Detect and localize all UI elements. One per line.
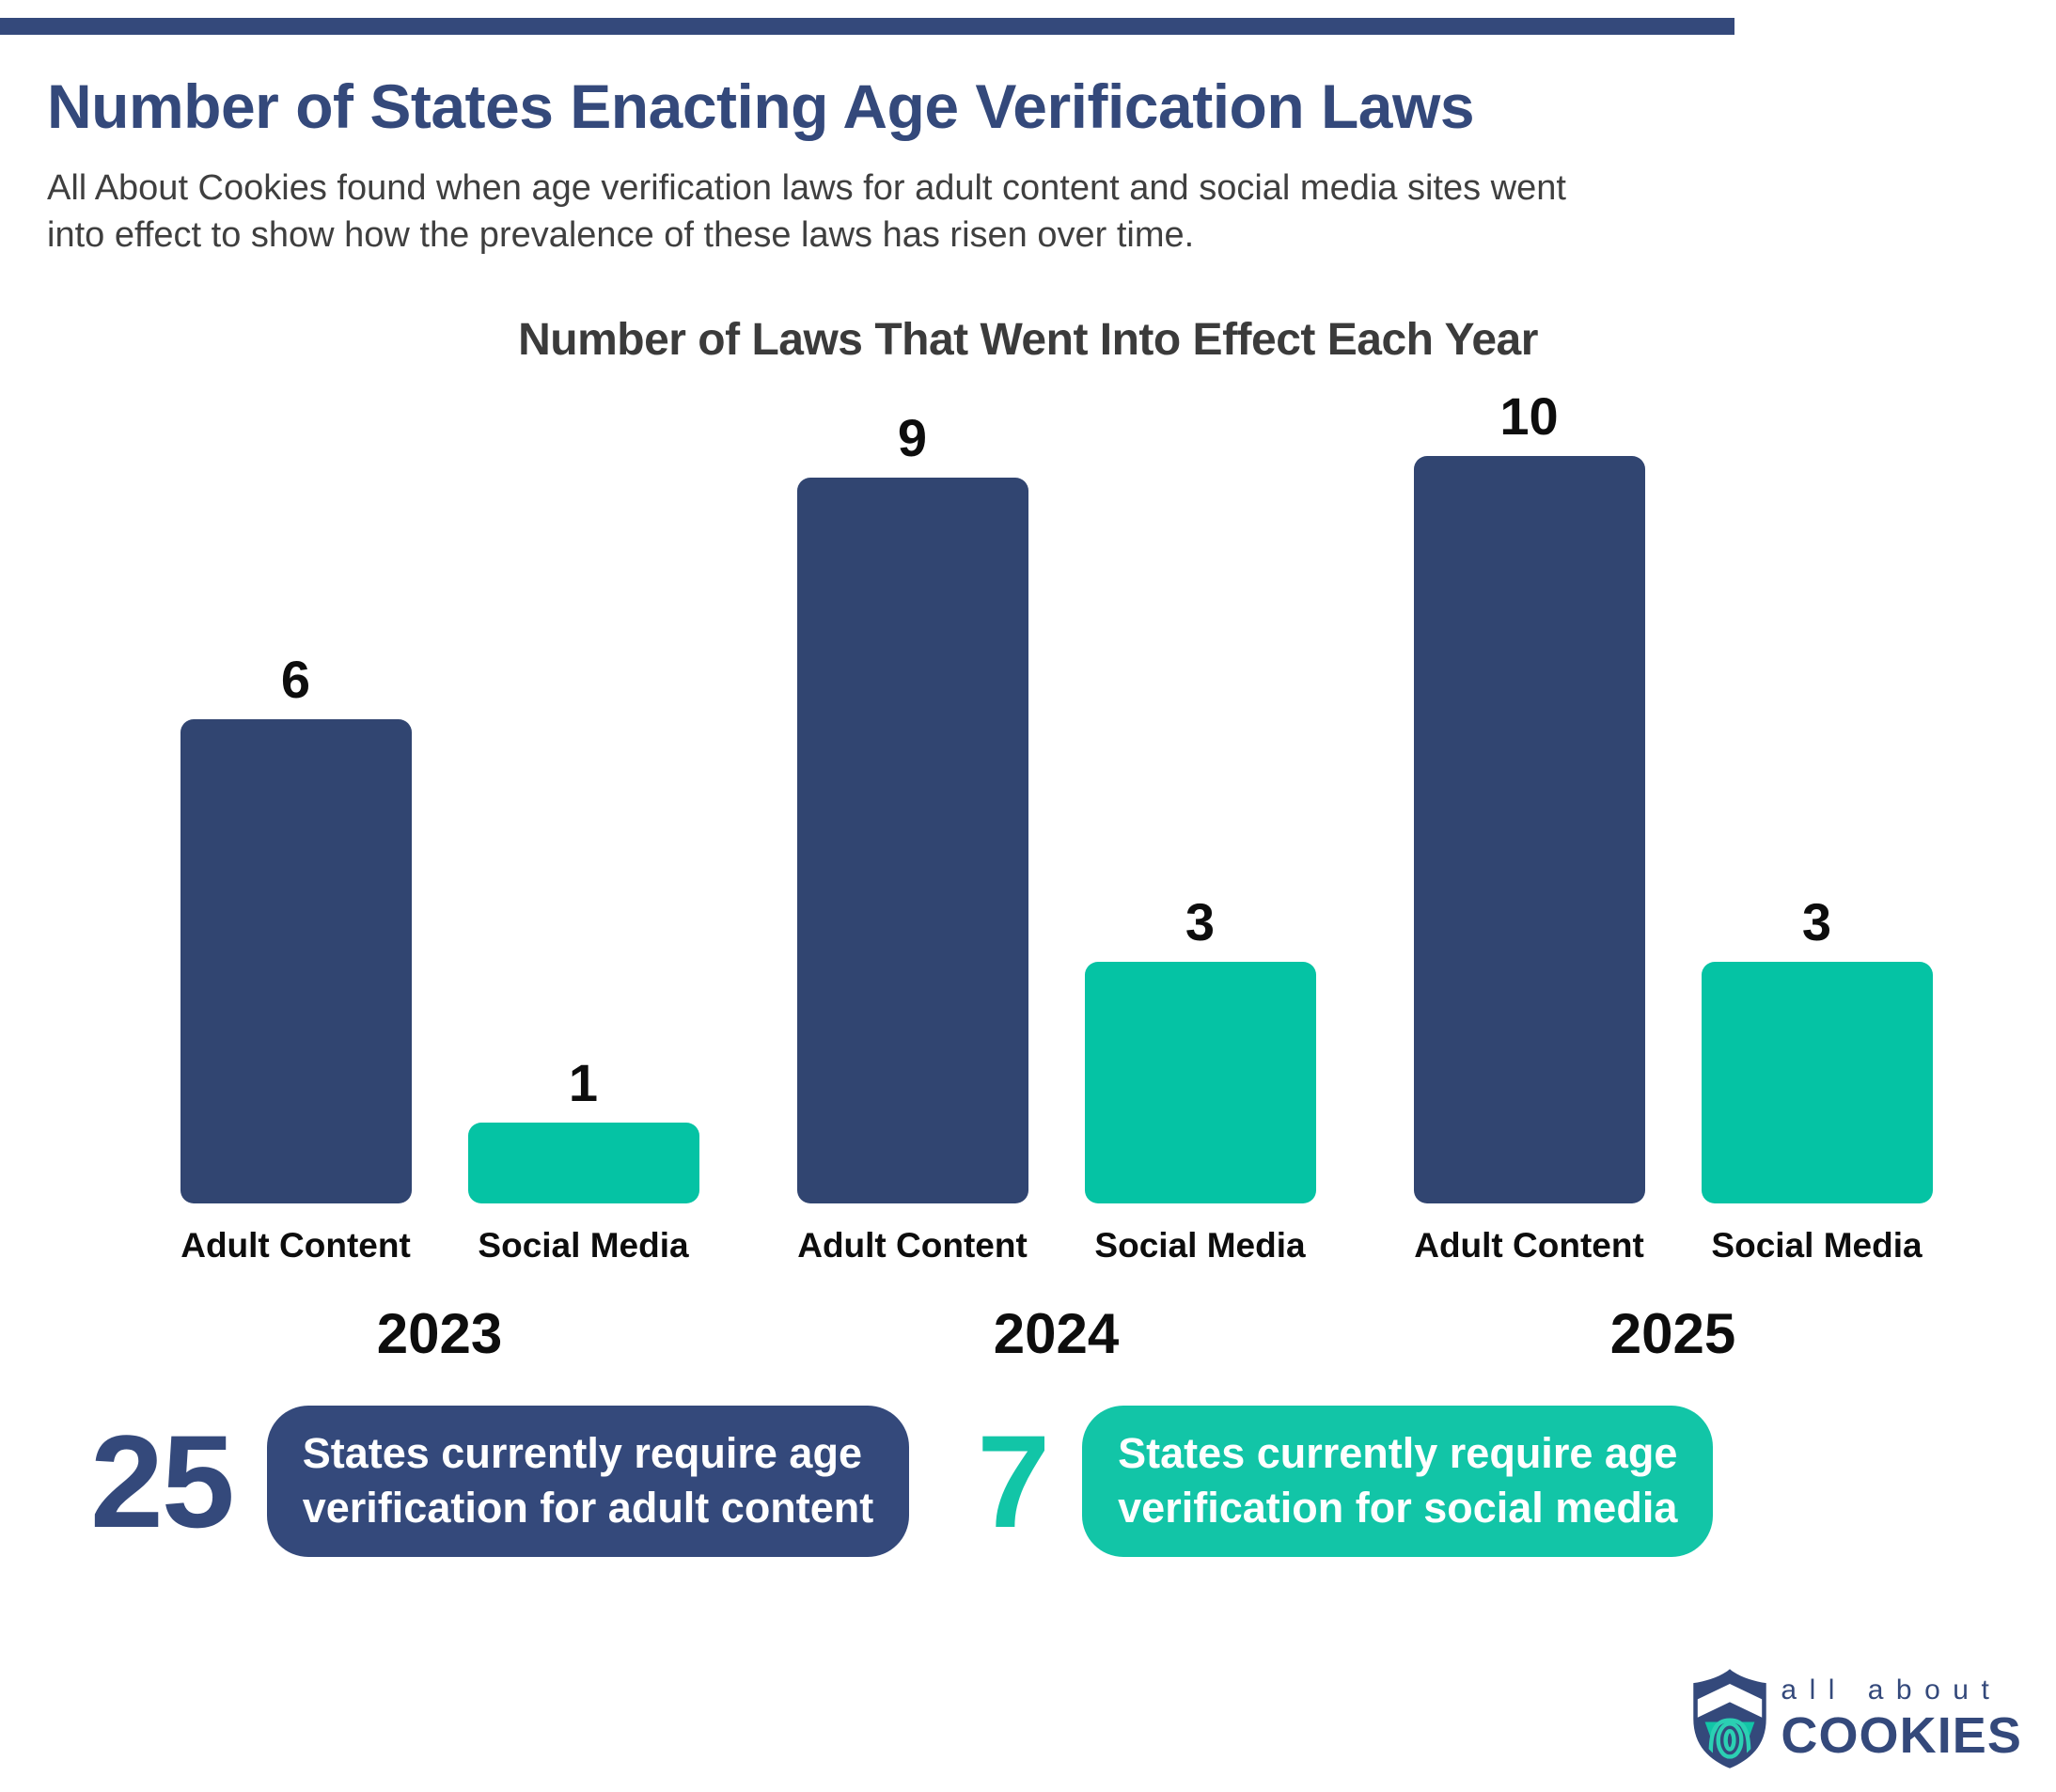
bar-column: 3 Social Media xyxy=(1701,390,1933,1265)
page-title: Number of States Enacting Age Verificati… xyxy=(47,71,1475,141)
bar xyxy=(1413,455,1645,1203)
shield-fingerprint-icon xyxy=(1693,1669,1767,1768)
top-accent-bar xyxy=(0,18,1734,35)
bar-pair-row: 9 Adult Content 3 Social Media xyxy=(796,390,1316,1265)
summary-stat: 7 States currently require age verificatio… xyxy=(977,1405,1714,1557)
bar xyxy=(1701,961,1933,1203)
chart-plot-area: 6 Adult Content 1 Social Media 2023 9 Adult Co… xyxy=(180,385,1933,1365)
bar-category-label: Social Media xyxy=(1711,1225,1923,1265)
bar-column: 1 Social Media xyxy=(467,390,699,1265)
bar-category-label: Social Media xyxy=(478,1225,689,1265)
bar-value-label: 10 xyxy=(1499,385,1559,446)
bar-value-label: 6 xyxy=(280,649,311,709)
bar-value-label: 1 xyxy=(568,1052,599,1112)
stat-number: 7 xyxy=(977,1407,1050,1555)
bar-category-label: Adult Content xyxy=(180,1225,411,1265)
year-group: 6 Adult Content 1 Social Media 2023 xyxy=(180,390,699,1362)
bar xyxy=(1084,961,1316,1203)
bar-category-label: Adult Content xyxy=(1414,1225,1644,1265)
bar-column: 3 Social Media xyxy=(1084,390,1316,1265)
stat-description-pill: States currently require age verification… xyxy=(1082,1405,1714,1557)
bar-category-label: Adult Content xyxy=(797,1225,1028,1265)
page-subtitle: All About Cookies found when age verific… xyxy=(47,168,1566,256)
bar-column: 10 Adult Content xyxy=(1413,385,1645,1265)
bar-column: 9 Adult Content xyxy=(796,390,1028,1265)
year-group: 10 Adult Content 3 Social Media 2025 xyxy=(1413,385,1933,1365)
bar-pair-row: 10 Adult Content 3 Social Media xyxy=(1413,385,1933,1265)
bar-value-label: 3 xyxy=(1801,891,1832,951)
bar xyxy=(796,477,1028,1203)
summary-stats-row: 25 States currently require age verificati… xyxy=(90,1405,2056,1557)
brand-logo: all about COOKIES xyxy=(1688,1666,2022,1771)
year-label: 2023 xyxy=(376,1301,503,1365)
bar xyxy=(180,718,412,1203)
summary-stat: 25 States currently require age verificati… xyxy=(90,1405,910,1557)
bar-chart-section: Number of Laws That Went Into Effect Eac… xyxy=(0,314,2056,1362)
logo-text-all-about: all about xyxy=(1781,1674,2002,1706)
bar-value-label: 3 xyxy=(1185,891,1216,951)
bar-category-label: Social Media xyxy=(1094,1225,1306,1265)
stat-number: 25 xyxy=(90,1407,235,1555)
bar-pair-row: 6 Adult Content 1 Social Media xyxy=(180,390,699,1263)
stat-description-pill: States currently require age verification… xyxy=(266,1405,910,1557)
chart-title: Number of Laws That Went Into Effect Eac… xyxy=(518,314,1538,365)
bar-value-label: 9 xyxy=(897,407,928,467)
year-group: 9 Adult Content 3 Social Media 2024 xyxy=(796,390,1316,1365)
bar-column: 6 Adult Content xyxy=(180,390,412,1263)
bar xyxy=(467,1122,699,1203)
logo-text: all about COOKIES xyxy=(1781,1674,2022,1764)
logo-text-cookies: COOKIES xyxy=(1781,1707,2022,1764)
fingerprint-icon xyxy=(1708,1718,1751,1759)
year-label: 2025 xyxy=(1609,1301,1736,1365)
year-label: 2024 xyxy=(993,1301,1120,1365)
